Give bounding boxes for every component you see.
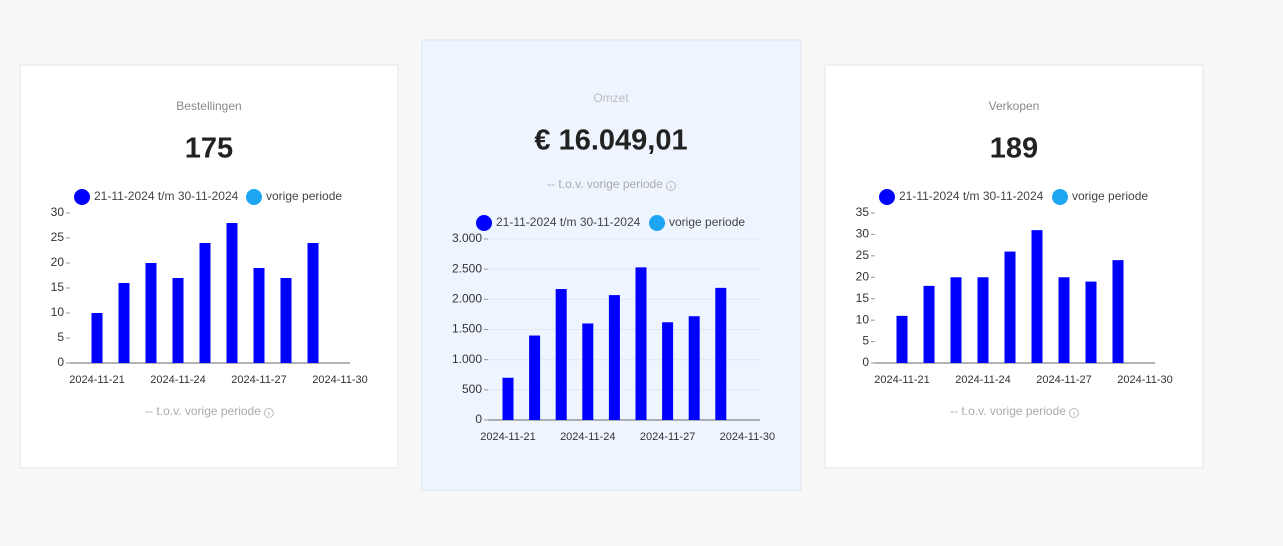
y-tick-label: 500: [462, 382, 482, 396]
bar: [688, 316, 700, 420]
legend-label: vorige periode: [1072, 189, 1148, 203]
bar: [635, 267, 647, 420]
bar: [582, 323, 594, 420]
bar: [923, 285, 935, 363]
y-tick-label: 15: [856, 291, 870, 305]
y-tick-label: 25: [51, 230, 65, 244]
y-tick-label: 35: [856, 205, 870, 219]
y-tick-label: 10: [856, 312, 870, 326]
card-title: Omzet: [593, 91, 629, 105]
legend-label: 21-11-2024 t/m 30-11-2024: [899, 189, 1044, 203]
bar: [91, 313, 103, 363]
y-tick-label: 2.500: [452, 261, 482, 275]
bar: [307, 243, 319, 363]
info-icon: [1068, 408, 1079, 418]
bar: [529, 335, 541, 420]
x-tick-label: 2024-11-30: [1117, 374, 1172, 386]
card-value: 175: [185, 133, 233, 165]
bar: [950, 277, 962, 363]
x-tick-label: 2024-11-21: [69, 374, 124, 386]
y-tick-label: 30: [51, 205, 65, 219]
y-tick-label: 1.500: [452, 322, 482, 336]
x-tick-label: 2024-11-21: [874, 374, 929, 386]
legend-label: 21-11-2024 t/m 30-11-2024: [94, 189, 239, 203]
bar: [1058, 277, 1070, 363]
x-tick-label: 2024-11-21: [480, 431, 535, 443]
bar: [145, 263, 157, 363]
bar: [118, 283, 130, 363]
legend-marker: [476, 215, 492, 231]
card-title: Bestellingen: [176, 99, 241, 113]
comparison-note: -- t.o.v. vorige periode: [547, 177, 663, 191]
bar: [608, 295, 620, 420]
bar: [1004, 251, 1016, 363]
card-value: € 16.049,01: [534, 125, 687, 157]
x-tick-label: 2024-11-27: [1036, 374, 1091, 386]
bar: [502, 377, 514, 420]
x-tick-label: 2024-11-27: [640, 431, 695, 443]
card-title: Verkopen: [989, 99, 1040, 113]
x-tick-label: 2024-11-24: [955, 374, 1010, 386]
bar: [977, 277, 989, 363]
bar: [896, 315, 908, 363]
x-tick-label: 2024-11-24: [150, 374, 205, 386]
y-tick-label: 3.000: [452, 231, 482, 245]
bar: [715, 287, 727, 420]
bar: [1031, 230, 1043, 363]
y-tick-label: 10: [51, 305, 65, 319]
bar: [253, 268, 265, 363]
info-icon: [665, 181, 676, 191]
y-tick-label: 20: [856, 269, 870, 283]
card-value: 189: [990, 133, 1038, 165]
info-icon: [263, 408, 274, 418]
legend-marker: [246, 189, 262, 205]
y-tick-label: 30: [856, 227, 870, 241]
bar: [226, 223, 238, 363]
legend-marker: [1052, 189, 1068, 205]
y-tick-label: 25: [856, 248, 870, 262]
y-tick-label: 0: [57, 355, 64, 369]
bar: [199, 243, 211, 363]
bar: [1085, 281, 1097, 363]
y-tick-label: 2.000: [452, 292, 482, 306]
y-tick-label: 1.000: [452, 352, 482, 366]
bar: [280, 278, 292, 363]
legend-label: vorige periode: [669, 215, 745, 229]
x-tick-label: 2024-11-30: [312, 374, 367, 386]
comparison-note: -- t.o.v. vorige periode: [950, 404, 1066, 418]
x-tick-label: 2024-11-27: [231, 374, 286, 386]
y-tick-label: 15: [51, 280, 65, 294]
y-tick-label: 0: [475, 412, 482, 426]
legend-marker: [879, 189, 895, 205]
y-tick-label: 5: [862, 334, 869, 348]
comparison-note: -- t.o.v. vorige periode: [145, 404, 261, 418]
bar: [555, 289, 567, 420]
bar: [172, 278, 184, 363]
bar: [1112, 260, 1124, 363]
x-tick-label: 2024-11-30: [720, 431, 775, 443]
legend-label: vorige periode: [266, 189, 342, 203]
y-tick-label: 5: [57, 330, 64, 344]
legend-label: 21-11-2024 t/m 30-11-2024: [496, 215, 641, 229]
y-tick-label: 0: [862, 355, 869, 369]
x-tick-label: 2024-11-24: [560, 431, 615, 443]
legend-marker: [649, 215, 665, 231]
bar: [662, 322, 674, 420]
y-tick-label: 20: [51, 255, 65, 269]
legend-marker: [74, 189, 90, 205]
